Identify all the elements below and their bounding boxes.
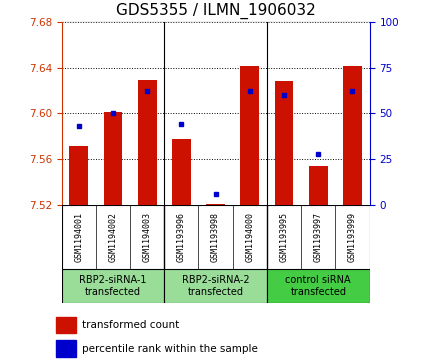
Bar — [62, 269, 164, 303]
Text: GSM1193998: GSM1193998 — [211, 212, 220, 262]
Text: transformed count: transformed count — [82, 321, 180, 330]
Bar — [172, 139, 191, 205]
Bar — [103, 112, 122, 205]
Polygon shape — [17, 277, 38, 294]
Bar — [343, 66, 362, 205]
Text: GSM1193996: GSM1193996 — [177, 212, 186, 262]
Text: RBP2-siRNA-2
transfected: RBP2-siRNA-2 transfected — [182, 275, 249, 297]
Text: GSM1194002: GSM1194002 — [108, 212, 117, 262]
Bar — [164, 269, 267, 303]
Bar — [309, 166, 328, 205]
Bar — [56, 340, 76, 357]
Title: GDS5355 / ILMN_1906032: GDS5355 / ILMN_1906032 — [116, 3, 315, 19]
Bar — [206, 204, 225, 205]
Text: GSM1193997: GSM1193997 — [314, 212, 323, 262]
Bar — [70, 146, 88, 205]
Bar — [240, 66, 259, 205]
Text: GSM1193999: GSM1193999 — [348, 212, 357, 262]
Bar — [267, 269, 370, 303]
Text: GSM1193995: GSM1193995 — [279, 212, 289, 262]
Text: RBP2-siRNA-1
transfected: RBP2-siRNA-1 transfected — [79, 275, 147, 297]
Text: GSM1194001: GSM1194001 — [74, 212, 83, 262]
Bar — [56, 317, 76, 333]
Text: GSM1194000: GSM1194000 — [246, 212, 254, 262]
Bar — [62, 205, 370, 269]
Text: percentile rank within the sample: percentile rank within the sample — [82, 344, 258, 354]
Bar — [138, 80, 157, 205]
Bar — [275, 81, 293, 205]
Text: control siRNA
transfected: control siRNA transfected — [286, 275, 351, 297]
Text: GSM1194003: GSM1194003 — [143, 212, 152, 262]
